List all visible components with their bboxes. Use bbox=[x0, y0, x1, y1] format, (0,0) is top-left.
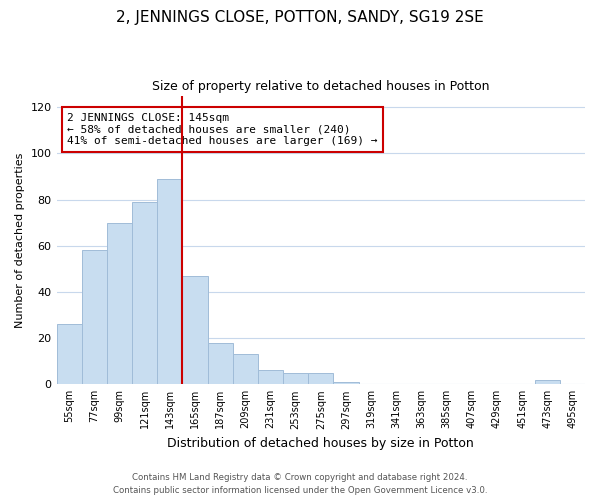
Bar bbox=[82, 250, 107, 384]
Bar bbox=[132, 202, 157, 384]
Bar bbox=[157, 178, 182, 384]
X-axis label: Distribution of detached houses by size in Potton: Distribution of detached houses by size … bbox=[167, 437, 474, 450]
Bar bbox=[283, 373, 308, 384]
Title: Size of property relative to detached houses in Potton: Size of property relative to detached ho… bbox=[152, 80, 490, 93]
Bar bbox=[182, 276, 208, 384]
Text: Contains HM Land Registry data © Crown copyright and database right 2024.
Contai: Contains HM Land Registry data © Crown c… bbox=[113, 474, 487, 495]
Bar bbox=[535, 380, 560, 384]
Bar bbox=[258, 370, 283, 384]
Text: 2 JENNINGS CLOSE: 145sqm
← 58% of detached houses are smaller (240)
41% of semi-: 2 JENNINGS CLOSE: 145sqm ← 58% of detach… bbox=[67, 113, 377, 146]
Bar bbox=[56, 324, 82, 384]
Bar bbox=[233, 354, 258, 384]
Text: 2, JENNINGS CLOSE, POTTON, SANDY, SG19 2SE: 2, JENNINGS CLOSE, POTTON, SANDY, SG19 2… bbox=[116, 10, 484, 25]
Bar bbox=[208, 342, 233, 384]
Y-axis label: Number of detached properties: Number of detached properties bbox=[15, 152, 25, 328]
Bar bbox=[334, 382, 359, 384]
Bar bbox=[308, 373, 334, 384]
Bar bbox=[107, 222, 132, 384]
